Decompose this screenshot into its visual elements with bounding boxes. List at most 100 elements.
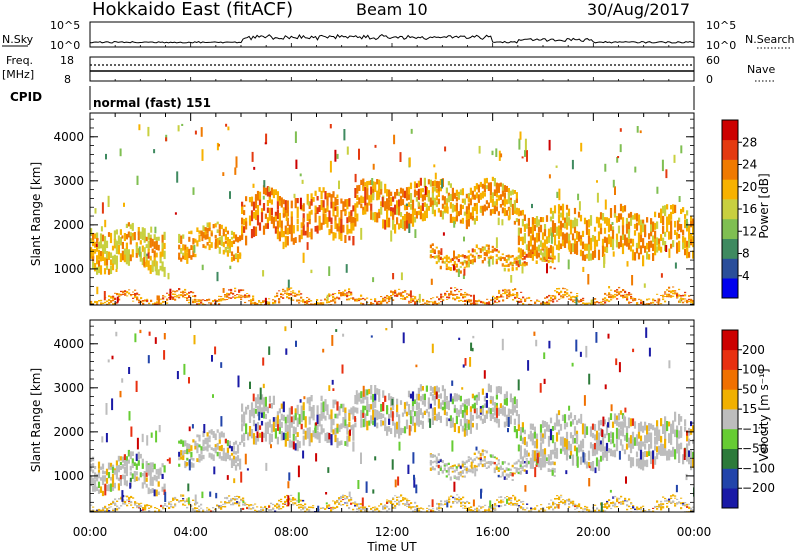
echo-cell xyxy=(129,451,132,460)
echo-cell xyxy=(445,254,448,259)
echo-cell xyxy=(220,501,223,503)
echo-cell xyxy=(332,508,335,510)
echo-cell xyxy=(517,247,520,253)
echo-cell xyxy=(336,296,339,299)
echo-cell xyxy=(549,227,553,236)
echo-cell xyxy=(549,260,552,263)
echo-cell xyxy=(405,203,409,210)
echo-cell xyxy=(202,515,204,516)
echo-cell xyxy=(147,487,150,495)
echo-cell xyxy=(182,499,185,502)
echo-cell xyxy=(515,192,518,200)
echo-cell xyxy=(160,510,163,512)
echo-cell xyxy=(656,237,659,246)
echo-cell xyxy=(503,410,506,417)
echo-cell xyxy=(292,290,295,292)
echo-cell xyxy=(350,291,353,294)
echo-cell xyxy=(546,296,549,299)
echo-cell xyxy=(256,422,260,432)
echo-cell xyxy=(184,297,187,299)
echo-cell xyxy=(618,291,621,293)
echo-cell xyxy=(254,209,258,221)
echo-cell xyxy=(282,297,285,299)
echo-cell xyxy=(433,460,436,463)
echo-cell xyxy=(533,440,536,449)
echo-cell xyxy=(670,243,673,249)
echo-cell xyxy=(586,302,589,305)
echo-cell xyxy=(414,501,417,504)
echo-cell xyxy=(614,295,617,298)
echo-cell xyxy=(186,500,189,502)
echo-cell xyxy=(229,265,232,270)
echo-cell xyxy=(490,513,492,514)
echo-cell xyxy=(480,300,483,304)
echo-cell xyxy=(228,495,231,497)
echo-cell xyxy=(622,294,625,297)
echo-cell xyxy=(164,503,167,505)
echo-cell xyxy=(116,296,119,303)
echo-cell xyxy=(117,483,120,491)
echo-cell xyxy=(682,298,685,301)
echo-cell xyxy=(660,451,663,456)
echo-cell xyxy=(599,455,603,462)
echo-cell xyxy=(642,303,645,305)
echo-cell xyxy=(340,403,343,409)
echo-cell xyxy=(214,223,217,228)
echo-cell xyxy=(573,243,577,254)
echo-cell xyxy=(664,241,667,252)
echo-cell xyxy=(628,292,631,294)
echo-cell xyxy=(334,435,337,443)
echo-cell xyxy=(378,208,381,214)
echo-cell xyxy=(192,291,195,294)
echo-cell xyxy=(478,515,480,517)
echo-cell xyxy=(389,202,392,205)
echo-cell xyxy=(212,507,215,509)
echo-cell xyxy=(374,506,377,508)
echo-cell xyxy=(477,450,480,454)
echo-cell xyxy=(473,458,476,461)
echo-cell xyxy=(147,248,150,254)
echo-cell xyxy=(535,232,539,243)
echo-cell xyxy=(272,189,275,199)
echo-cell xyxy=(396,217,399,225)
echo-cell xyxy=(549,207,553,214)
echo-cell xyxy=(538,510,541,512)
echo-cell xyxy=(611,432,615,444)
echo-cell xyxy=(539,459,543,471)
echo-cell xyxy=(431,387,434,394)
echo-cell xyxy=(250,229,254,239)
echo-cell xyxy=(650,218,653,226)
echo-cell xyxy=(352,424,355,435)
echo-cell xyxy=(141,482,144,489)
echo-cell xyxy=(320,402,323,411)
echo-cell xyxy=(623,435,627,441)
echo-cell xyxy=(478,509,481,511)
echo-cell xyxy=(127,249,130,257)
echo-cell xyxy=(288,430,291,439)
echo-cell xyxy=(296,198,299,204)
echo-cell xyxy=(424,306,426,307)
echo-cell xyxy=(432,301,435,304)
echo-cell xyxy=(469,469,472,473)
echo-cell xyxy=(362,506,365,509)
echo-cell xyxy=(388,508,391,511)
echo-cell xyxy=(623,421,627,428)
echo-cell xyxy=(524,299,527,301)
echo-cell xyxy=(520,507,523,509)
echo-cell xyxy=(123,474,126,481)
echo-cell xyxy=(449,393,452,402)
echo-cell xyxy=(200,514,202,516)
echo-cell xyxy=(250,409,254,417)
echo-cell xyxy=(340,292,343,295)
echo-cell xyxy=(461,198,464,203)
echo-cell xyxy=(445,463,448,467)
echo-cell xyxy=(210,242,213,248)
echo-cell xyxy=(386,297,389,300)
echo-cell xyxy=(523,233,526,244)
echo-cell xyxy=(314,213,317,223)
echo-cell xyxy=(521,258,524,261)
echo-cell xyxy=(665,169,668,179)
echo-cell xyxy=(178,294,181,296)
echo-cell xyxy=(184,500,187,503)
echo-cell xyxy=(368,308,370,309)
